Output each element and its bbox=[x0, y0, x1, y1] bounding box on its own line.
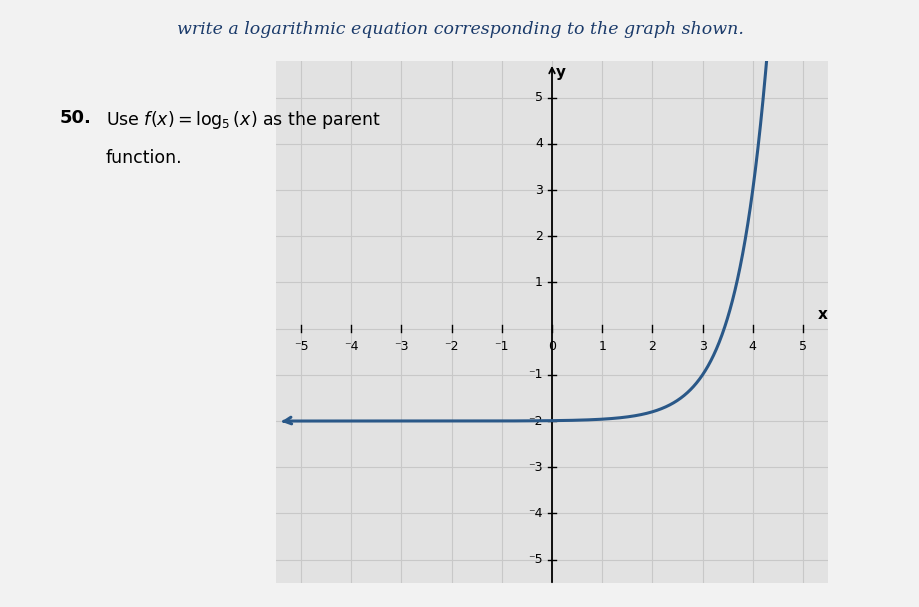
Text: ⁻1: ⁻1 bbox=[494, 340, 508, 353]
Text: 5: 5 bbox=[534, 91, 542, 104]
Text: 2: 2 bbox=[535, 229, 542, 243]
Text: 4: 4 bbox=[535, 137, 542, 151]
Text: ⁻4: ⁻4 bbox=[528, 507, 542, 520]
Text: 4: 4 bbox=[748, 340, 755, 353]
Text: function.: function. bbox=[106, 149, 182, 167]
Text: 1: 1 bbox=[535, 276, 542, 289]
Text: y: y bbox=[555, 65, 565, 80]
Text: ⁻2: ⁻2 bbox=[528, 415, 542, 427]
Text: 3: 3 bbox=[698, 340, 706, 353]
Text: write a logarithmic equation corresponding to the graph shown.: write a logarithmic equation correspondi… bbox=[176, 21, 743, 38]
Text: 2: 2 bbox=[648, 340, 655, 353]
Text: x: x bbox=[817, 307, 827, 322]
Text: 5: 5 bbox=[798, 340, 806, 353]
Text: ⁻4: ⁻4 bbox=[344, 340, 358, 353]
Text: Use $f(x) = \log_5(x)$ as the parent: Use $f(x) = \log_5(x)$ as the parent bbox=[106, 109, 380, 131]
Text: ⁻2: ⁻2 bbox=[444, 340, 459, 353]
Text: ⁻1: ⁻1 bbox=[528, 368, 542, 381]
Text: 50.: 50. bbox=[60, 109, 92, 127]
Text: ⁻3: ⁻3 bbox=[528, 461, 542, 473]
Text: 0: 0 bbox=[548, 340, 555, 353]
Text: ⁻5: ⁻5 bbox=[293, 340, 308, 353]
Text: ⁻5: ⁻5 bbox=[528, 553, 542, 566]
Text: ⁻3: ⁻3 bbox=[393, 340, 408, 353]
Text: 3: 3 bbox=[535, 183, 542, 197]
Text: 1: 1 bbox=[597, 340, 606, 353]
